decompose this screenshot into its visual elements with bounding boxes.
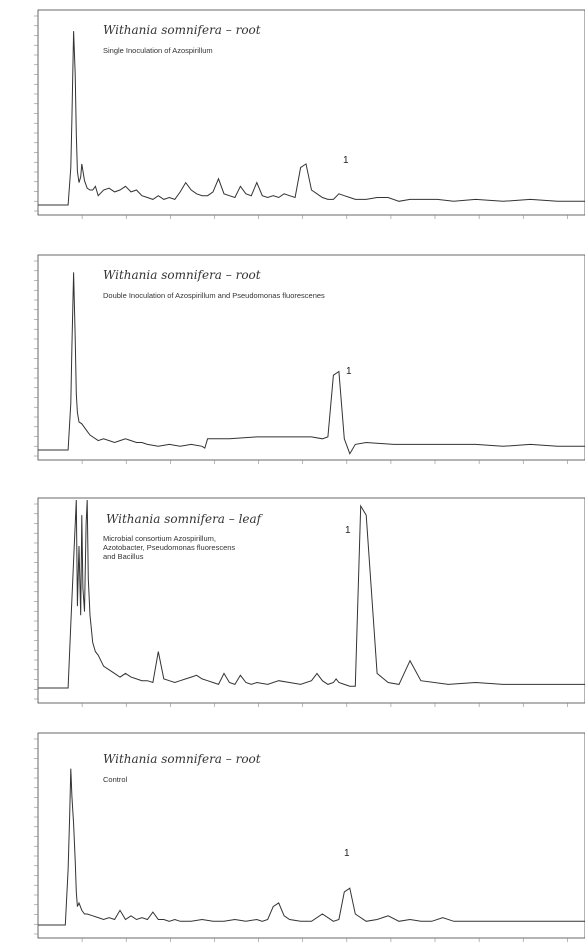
peak-label: 1: [345, 525, 351, 536]
plot-frame: [37, 497, 585, 704]
chromatogram-panel-2: Withania somnifera – root Double Inocula…: [34, 254, 585, 464]
plot-frame: [37, 732, 585, 939]
chromatogram-panel-3: Withania somnifera – leaf Microbial cons…: [34, 497, 585, 707]
chromatogram-trace: [38, 499, 585, 689]
panel-subtitle: Double Inoculation of Azospirillum and P…: [103, 291, 325, 300]
panel-subtitle: Microbial consortium Azospirillum, Azoto…: [103, 534, 237, 561]
panel-subtitle: Single Inoculation of Azospirillum: [103, 46, 213, 55]
panel-subtitle-line-2: Azotobacter, Pseudomonas fluorescens: [103, 543, 235, 552]
panel-subtitle: Control: [103, 775, 128, 784]
panel-subtitle-line-3: and Bacillus: [103, 552, 144, 561]
plot-frame: [37, 9, 585, 216]
x-axis-ticks: [81, 215, 568, 219]
peak-label: 1: [344, 848, 350, 859]
chromatogram-trace: [38, 768, 585, 926]
chromatogram-panel-4: Withania somnifera – root Control 1: [34, 732, 585, 942]
panel-title: Withania somnifera – root: [103, 268, 261, 282]
peak-label: 1: [346, 366, 352, 377]
panel-subtitle-line-1: Microbial consortium Azospirillum,: [103, 534, 216, 543]
x-axis-ticks: [81, 938, 568, 942]
panel-title: Withania somnifera – root: [103, 23, 261, 37]
y-axis-ticks: [34, 260, 38, 457]
y-axis-ticks: [34, 738, 38, 935]
peak-label: 1: [343, 155, 349, 166]
chromatogram-trace: [38, 272, 585, 455]
panel-title: Withania somnifera – leaf: [106, 512, 264, 526]
x-axis-ticks: [81, 703, 568, 707]
y-axis-ticks: [34, 15, 38, 212]
x-axis-ticks: [81, 460, 568, 464]
chromatogram-trace: [38, 31, 585, 206]
chromatogram-panel-1: Withania somnifera – root Single Inocula…: [34, 9, 585, 219]
plot-frame: [37, 254, 585, 461]
y-axis-ticks: [34, 503, 38, 700]
panel-title: Withania somnifera – root: [103, 752, 261, 766]
